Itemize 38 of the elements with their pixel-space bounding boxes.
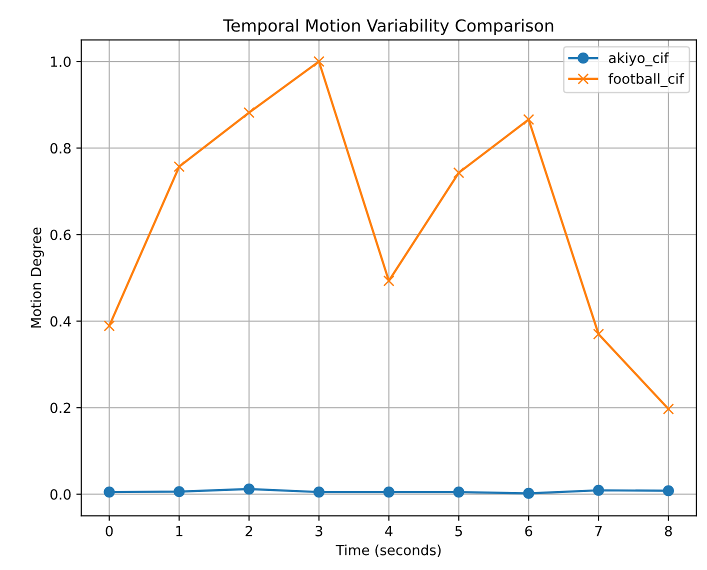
point — [662, 403, 674, 415]
point — [662, 485, 674, 496]
y-tick-label: 0.0 — [50, 489, 71, 500]
y-tick-label: 0.2 — [50, 402, 70, 414]
point — [383, 486, 394, 498]
point — [104, 320, 115, 332]
point — [523, 114, 534, 126]
x-tick-label: 8 — [664, 526, 672, 536]
point — [383, 275, 394, 286]
x-tick-label: 0 — [106, 526, 113, 536]
legend-label: akiyo_cif — [609, 52, 669, 66]
point — [174, 486, 185, 498]
point — [174, 161, 185, 172]
point — [523, 488, 534, 499]
legend-label: football_cif — [608, 73, 684, 87]
point — [453, 167, 464, 178]
x-tick-label: 3 — [316, 526, 322, 536]
x-tick-label: 4 — [385, 526, 392, 536]
y-tick-label: 0.6 — [50, 230, 71, 240]
y-tick-label: 0.8 — [50, 143, 71, 154]
point — [313, 56, 325, 68]
x-tick-label: 5 — [455, 526, 462, 536]
x-tick-label: 6 — [525, 526, 532, 536]
chart-title: Temporal Motion Variability Comparison — [223, 18, 554, 36]
point — [104, 486, 115, 498]
y-axis-title: Motion Degree — [30, 228, 44, 328]
x-tick-label: 2 — [246, 526, 252, 536]
point — [592, 328, 604, 340]
x-tick-label: 1 — [176, 526, 182, 536]
point — [244, 483, 255, 495]
y-tick-label: 1.0 — [51, 56, 71, 68]
point — [313, 486, 325, 498]
point — [592, 484, 604, 496]
point — [244, 107, 255, 118]
y-tick-label: 0.4 — [50, 316, 71, 327]
point — [453, 486, 464, 498]
x-tick-label: 7 — [595, 526, 602, 536]
x-axis-title: Time (seconds) — [336, 544, 441, 557]
